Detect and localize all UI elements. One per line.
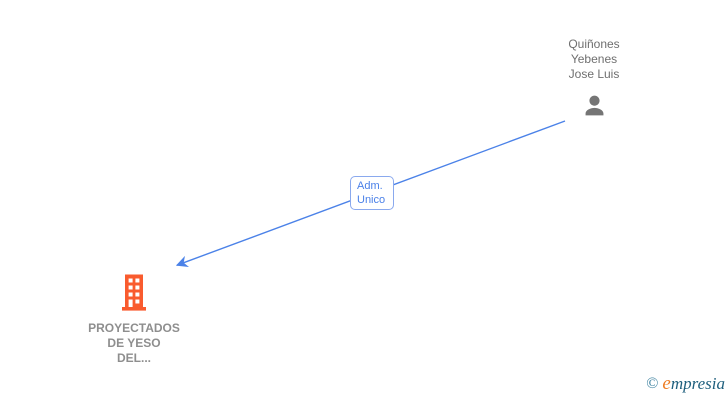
edge-label-line2: Unico <box>357 194 386 206</box>
person-name-line2: Yebenes <box>570 52 618 66</box>
person-name: Quiñones Yebenes Jose Luis <box>533 37 655 82</box>
edge-label-adm-unico: Adm. Unico <box>350 176 394 210</box>
company-name-line1: PROYECTADOS <box>88 321 180 335</box>
edge-label-line1: Adm. <box>357 180 383 192</box>
building-icon <box>122 274 146 311</box>
company-name: PROYECTADOS DE YESO DEL... <box>73 321 195 366</box>
person-name-line3: Jose Luis <box>568 67 620 81</box>
person-node[interactable]: Quiñones Yebenes Jose Luis <box>533 37 655 125</box>
company-name-line2: DE YESO <box>107 336 161 350</box>
brand-letter-e: e <box>662 373 671 394</box>
copyright-icon: © <box>646 375 659 392</box>
person-icon <box>585 95 603 116</box>
company-name-line3: DEL... <box>116 351 151 365</box>
company-node[interactable]: PROYECTADOS DE YESO DEL... <box>73 274 195 366</box>
person-name-line1: Quiñones <box>568 37 620 51</box>
brand-name-rest: mpresia <box>670 374 725 393</box>
empresia-watermark: © e mpresia <box>646 373 725 395</box>
